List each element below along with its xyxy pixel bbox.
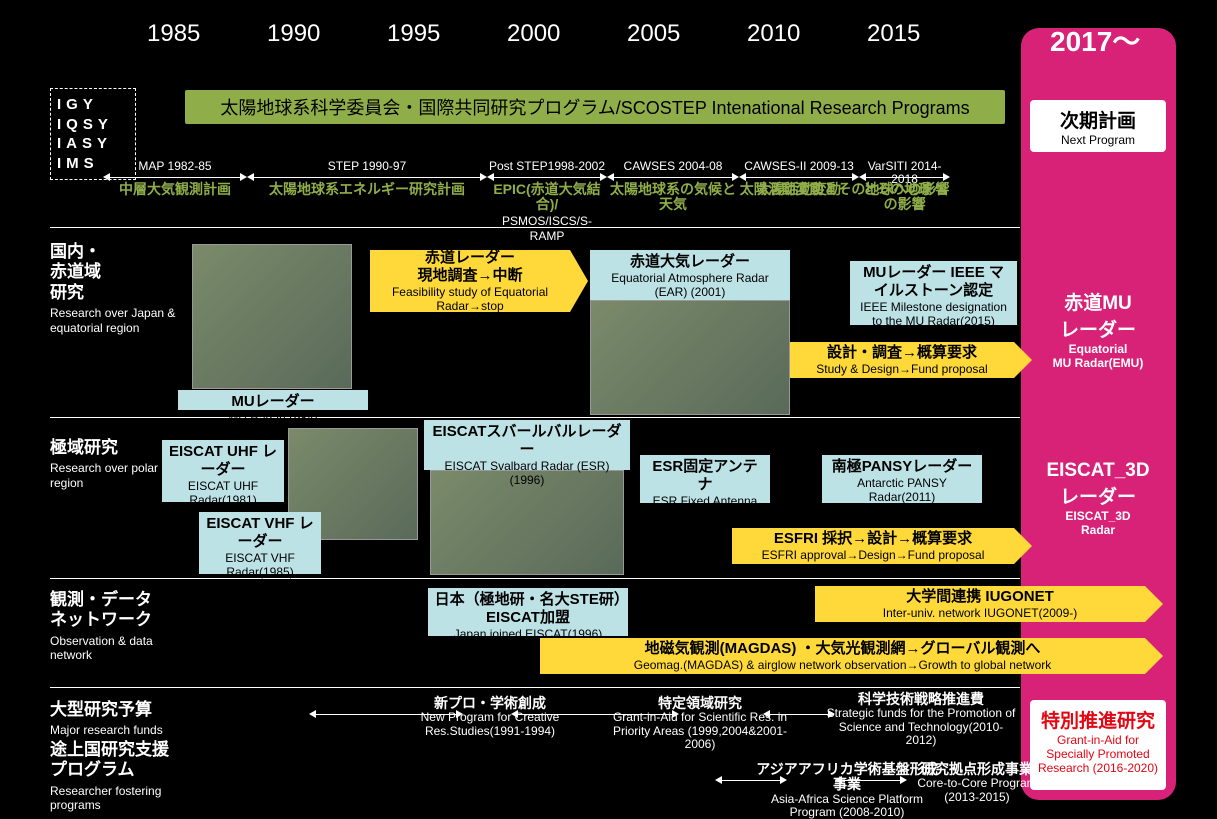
bluebox-3: EISCAT UHF レーダーEISCAT UHF Radar(1981) bbox=[162, 440, 284, 502]
wtext-1: 特定領域研究Grant-in-Aid for Scientific Res. i… bbox=[605, 696, 795, 751]
year-2010: 2010 bbox=[747, 20, 800, 48]
bluebox-2: MUレーダー IEEE マイルストーン認定IEEE Milestone desi… bbox=[850, 261, 1017, 325]
row-r4b: 途上国研究支援プログラムResearcher fostering program… bbox=[50, 740, 180, 813]
row-r1: 国内・赤道域研究Research over Japan & equatorial… bbox=[50, 242, 180, 335]
prog-top-1: STEP 1990-97 bbox=[245, 160, 489, 173]
prog-top-4: CAWSES-II 2009-13 bbox=[737, 160, 861, 173]
photo-1 bbox=[590, 300, 790, 415]
wtext-4: 研究拠点形成事業Core-to-Core Program (2013-2015) bbox=[912, 762, 1042, 804]
year-1995: 1995 bbox=[387, 20, 440, 48]
prog-span-1 bbox=[253, 177, 481, 178]
future-3: 特別推進研究Grant-in-Aid for Specially Promote… bbox=[1030, 700, 1166, 790]
timeline-canvas: 19851990199520002005201020152017～IGYIQSY… bbox=[50, 20, 1170, 800]
bluebox-5: EISCATスバールバルレーダーEISCAT Svalbard Radar (E… bbox=[424, 420, 630, 470]
prog-top-2: Post STEP1998-2002 bbox=[485, 160, 609, 173]
yarrow-4: 地磁気観測(MAGDAS) ・大気光観測網→グローバル観測へGeomag.(MA… bbox=[540, 638, 1145, 674]
year-1985: 1985 bbox=[147, 20, 200, 48]
yarrow-1: 設計・調査→概算要求Study & Design→Fund proposal bbox=[790, 342, 1014, 378]
future-0: 次期計画Next Program bbox=[1030, 100, 1166, 152]
hline-3 bbox=[50, 687, 1020, 688]
bluebox-8: 日本（極地研・名大STE研）EISCAT加盟Japan joined EISCA… bbox=[428, 588, 628, 636]
fund-span-1 bbox=[517, 714, 673, 715]
prog-top-0: MAP 1982-85 bbox=[101, 160, 249, 173]
prog-jp-2: EPIC(赤道大気結合)/PSMOS/ISCS/S-RAMP bbox=[485, 182, 609, 244]
future-2: EISCAT_3DレーダーEISCAT_3DRadar bbox=[1028, 460, 1168, 537]
prog-jp-0: 中層大気観測計画 bbox=[101, 182, 249, 197]
yarrow-2: ESFRI 採択→設計→概算要求ESFRI approval→Design→Fu… bbox=[732, 528, 1014, 564]
prog-top-3: CAWSES 2004-08 bbox=[605, 160, 741, 173]
prog-span-5 bbox=[865, 177, 944, 178]
wtext-0: 新プロ・学術創成New Program for Creative Res.Stu… bbox=[390, 696, 590, 738]
prog-span-0 bbox=[109, 177, 241, 178]
row-r4a: 大型研究予算Major research funds bbox=[50, 700, 180, 738]
year-2005: 2005 bbox=[627, 20, 680, 48]
prog-jp-merged: 太陽活動変動とその地球への影響 bbox=[739, 182, 950, 197]
yarrow-3: 大学間連携 IUGONETInter-univ. network IUGONET… bbox=[815, 586, 1145, 622]
bluebox-0: MUレーダーMU Radar(1984) bbox=[178, 390, 368, 410]
bluebox-6: ESR固定アンテナESR Fixed Antenna (1999) bbox=[640, 455, 770, 503]
bluebox-1: 赤道大気レーダーEquatorial Atmosphere Radar (EAR… bbox=[590, 250, 790, 300]
year-1990: 1990 bbox=[267, 20, 320, 48]
bluebox-4: EISCAT VHF レーダーEISCAT VHF Radar(1985) bbox=[199, 512, 321, 574]
year-future: 2017～ bbox=[1050, 20, 1140, 60]
hline-0 bbox=[50, 227, 1020, 228]
photo-0 bbox=[192, 244, 352, 389]
bluebox-7: 南極PANSYレーダーAntarctic PANSY Radar(2011) bbox=[822, 455, 982, 503]
row-r2: 極域研究Research over polar region bbox=[50, 438, 180, 490]
year-2015: 2015 bbox=[867, 20, 920, 48]
row-r3: 観測・データネットワークObservation & data network bbox=[50, 590, 180, 663]
fund-span-4 bbox=[841, 780, 901, 781]
year-2000: 2000 bbox=[507, 20, 560, 48]
prog-jp-3: 太陽地球系の気候と天気 bbox=[605, 182, 741, 213]
fund-span-0 bbox=[315, 714, 457, 715]
scostep-bar: 太陽地球系科学委員会・国際共同研究プログラム/SCOSTEP Intenatio… bbox=[185, 90, 1005, 124]
hline-2 bbox=[50, 578, 1020, 579]
future-1: 赤道MUレーダーEquatorialMU Radar(EMU) bbox=[1028, 288, 1168, 370]
wtext-2: 科学技術戦略推進費Strategic funds for the Promoti… bbox=[826, 692, 1016, 747]
yarrow-0: 赤道レーダー現地調査→中断Feasibility study of Equato… bbox=[370, 250, 570, 312]
prog-span-2 bbox=[493, 177, 601, 178]
fund-span-2 bbox=[769, 714, 829, 715]
prog-span-3 bbox=[613, 177, 733, 178]
prog-span-4 bbox=[745, 177, 853, 178]
fund-span-3 bbox=[721, 780, 781, 781]
prog-jp-1: 太陽地球系エネルギー研究計画 bbox=[245, 182, 489, 197]
